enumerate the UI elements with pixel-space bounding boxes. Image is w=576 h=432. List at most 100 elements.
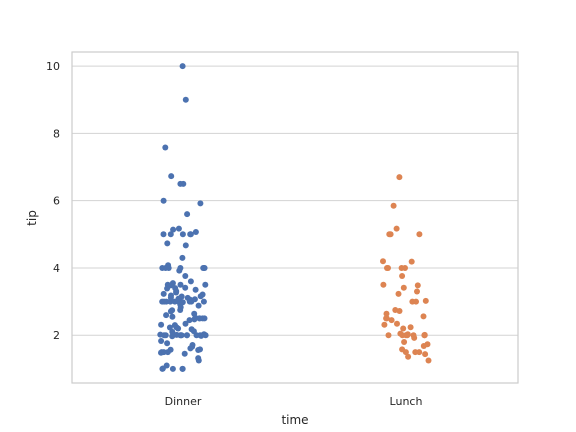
point-lunch-11	[402, 265, 408, 271]
data-points	[157, 63, 432, 372]
point-lunch-5	[387, 231, 394, 238]
point-dinner-28	[176, 267, 183, 274]
point-lunch-7	[408, 258, 415, 265]
point-dinner-1	[182, 96, 189, 103]
point-lunch-15	[400, 284, 407, 291]
x-tick-label-lunch: Lunch	[390, 395, 423, 408]
point-dinner-118	[195, 357, 202, 364]
point-lunch-3	[416, 231, 423, 238]
point-lunch-2	[393, 225, 400, 232]
point-dinner-104	[158, 338, 165, 344]
point-dinner-61	[171, 298, 178, 305]
point-lunch-28	[394, 320, 400, 327]
y-tick-labels: 2 4 6 8 10	[46, 60, 60, 342]
point-lunch-49	[416, 349, 423, 356]
point-lunch-24	[420, 313, 427, 320]
point-lunch-47	[402, 349, 409, 356]
point-lunch-17	[395, 290, 402, 297]
point-dinner-80	[182, 320, 189, 327]
gridlines	[72, 65, 518, 336]
point-dinner-11	[192, 229, 199, 235]
point-dinner-36	[182, 284, 189, 291]
point-dinner-17	[164, 240, 171, 247]
point-dinner-95	[202, 332, 209, 339]
point-lunch-29	[381, 321, 388, 328]
point-dinner-29	[182, 273, 189, 279]
point-lunch-12	[399, 273, 406, 279]
point-dinner-38	[164, 285, 171, 292]
point-dinner-7	[197, 200, 204, 207]
y-tick-label-8: 8	[53, 127, 60, 140]
point-dinner-122	[169, 365, 176, 372]
point-lunch-52	[425, 357, 432, 364]
point-dinner-5	[180, 180, 187, 187]
point-dinner-39	[192, 286, 199, 293]
point-lunch-0	[396, 174, 403, 181]
point-lunch-10	[385, 265, 391, 271]
plot-frame	[71, 51, 519, 384]
y-tick-label-4: 4	[53, 262, 60, 275]
x-tick-label-dinner: Dinner	[165, 395, 202, 408]
point-lunch-41	[421, 332, 428, 339]
point-dinner-115	[158, 349, 164, 356]
point-lunch-45	[420, 343, 427, 349]
point-lunch-42	[411, 334, 418, 341]
point-dinner-27	[165, 265, 172, 271]
point-dinner-45	[197, 293, 204, 300]
point-dinner-103	[169, 333, 176, 340]
point-dinner-19	[179, 254, 186, 261]
point-dinner-69	[167, 308, 174, 315]
point-lunch-20	[409, 298, 416, 305]
point-lunch-18	[422, 297, 429, 304]
point-lunch-14	[414, 282, 421, 289]
point-lunch-37	[385, 332, 392, 339]
point-dinner-88	[169, 328, 176, 335]
point-lunch-27	[388, 317, 395, 324]
y-axis-label: tip	[25, 210, 39, 226]
point-lunch-30	[407, 324, 414, 331]
point-dinner-100	[162, 332, 169, 339]
point-dinner-78	[191, 316, 198, 323]
y-tick-label-10: 10	[46, 60, 60, 73]
point-dinner-72	[169, 313, 176, 320]
point-dinner-13	[160, 231, 167, 238]
point-dinner-34	[177, 281, 184, 288]
point-lunch-22	[396, 308, 403, 314]
point-dinner-111	[195, 347, 202, 353]
point-dinner-53	[167, 298, 174, 305]
point-dinner-71	[163, 312, 170, 319]
point-dinner-60	[200, 298, 207, 305]
point-lunch-16	[414, 288, 420, 295]
point-dinner-102	[198, 332, 205, 339]
point-dinner-67	[177, 307, 184, 313]
point-dinner-124	[159, 365, 166, 372]
point-dinner-79	[186, 317, 193, 324]
point-dinner-16	[187, 231, 194, 238]
point-lunch-40	[402, 332, 409, 339]
point-dinner-59	[186, 298, 193, 305]
point-lunch-23	[383, 310, 390, 317]
point-dinner-108	[187, 345, 194, 352]
point-dinner-85	[175, 325, 182, 332]
y-tick-label-6: 6	[53, 195, 60, 208]
point-dinner-98	[184, 332, 190, 339]
point-lunch-13	[380, 281, 387, 288]
point-dinner-41	[173, 289, 180, 296]
point-lunch-51	[405, 353, 412, 360]
point-dinner-56	[159, 298, 166, 305]
plot-background	[72, 52, 518, 383]
point-dinner-123	[179, 365, 186, 372]
point-dinner-2	[162, 144, 169, 151]
point-lunch-26	[383, 315, 390, 322]
point-dinner-33	[202, 281, 209, 288]
point-dinner-15	[167, 231, 174, 238]
point-dinner-26	[201, 265, 207, 271]
point-dinner-6	[160, 197, 167, 204]
point-dinner-101	[193, 332, 200, 339]
point-dinner-65	[195, 302, 202, 309]
point-dinner-8	[184, 211, 191, 218]
point-dinner-84	[166, 324, 173, 331]
point-lunch-6	[380, 258, 386, 265]
point-lunch-50	[422, 351, 429, 358]
